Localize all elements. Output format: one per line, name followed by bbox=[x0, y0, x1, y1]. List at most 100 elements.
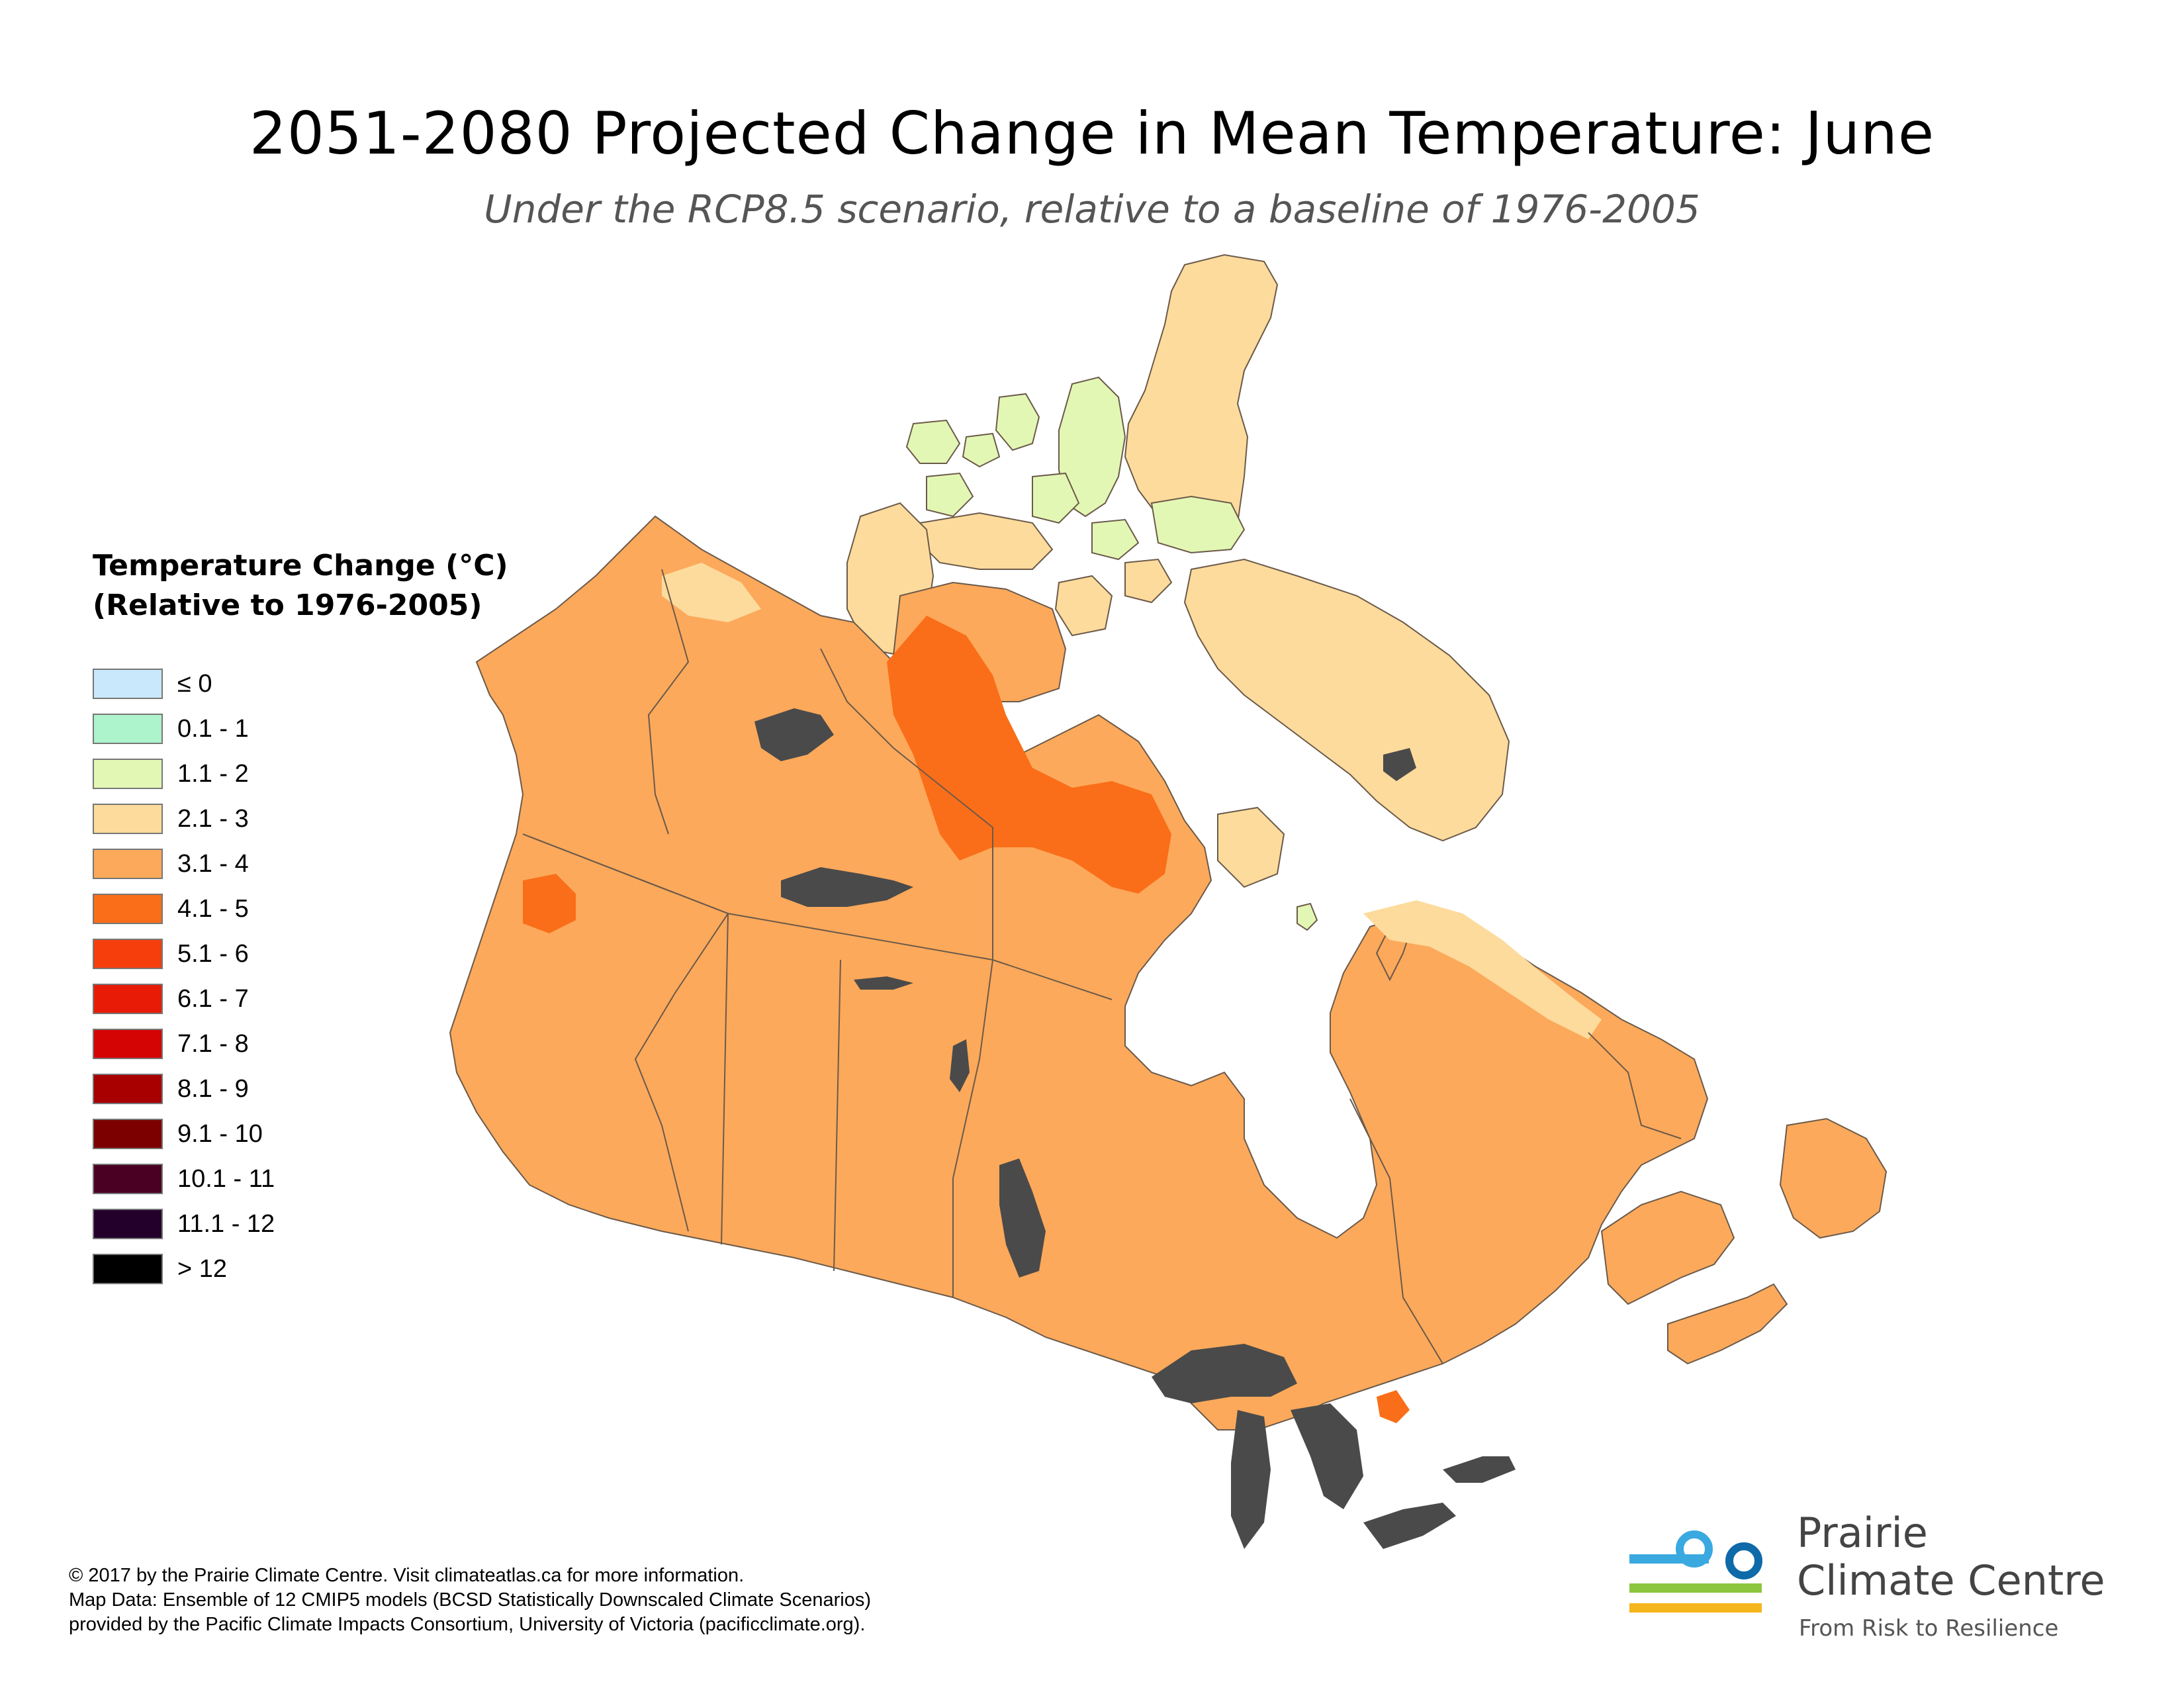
nova-scotia bbox=[1667, 1283, 1788, 1365]
legend-swatch bbox=[93, 1029, 163, 1059]
bathurst-island bbox=[1032, 472, 1080, 524]
warm-zones bbox=[523, 616, 1410, 1423]
prince-patrick-island bbox=[926, 472, 974, 518]
legend-title-line1: Temperature Change (°C) bbox=[93, 549, 508, 583]
cool-coast bbox=[662, 563, 1602, 1039]
southampton-island bbox=[1217, 806, 1285, 888]
lake-winnipeg bbox=[999, 1158, 1046, 1278]
credits: © 2017 by the Prairie Climate Centre. Vi… bbox=[69, 1564, 871, 1637]
legend-label: 10.1 - 11 bbox=[177, 1164, 275, 1193]
lake-michigan bbox=[1231, 1410, 1271, 1549]
legend-swatch bbox=[93, 984, 163, 1014]
mainland bbox=[449, 515, 1888, 1430]
legend-label: ≤ 0 bbox=[177, 669, 212, 698]
logo-navy-ring bbox=[1725, 1542, 1762, 1579]
legend-swatch bbox=[93, 1119, 163, 1149]
credits-line1: © 2017 by the Prairie Climate Centre. Vi… bbox=[69, 1565, 745, 1586]
logo-tagline: From Risk to Resilience bbox=[1799, 1615, 2059, 1642]
arctic-islands bbox=[846, 254, 1510, 931]
quebec-labrador-border bbox=[1588, 1032, 1682, 1139]
legend-label: 8.1 - 9 bbox=[177, 1074, 249, 1103]
great-bear-lake bbox=[754, 708, 834, 761]
maritimes bbox=[1600, 1190, 1735, 1305]
legend-swatch bbox=[93, 759, 163, 789]
legend-item: > 12 bbox=[93, 1246, 556, 1291]
legend-item: 4.1 - 5 bbox=[93, 886, 556, 931]
legend-swatch bbox=[93, 894, 163, 924]
sask-manitoba-border bbox=[833, 959, 841, 1272]
alberta-sask-border bbox=[721, 913, 729, 1245]
prairie-climate-centre-logo: Prairie Climate Centre From Risk to Resi… bbox=[1628, 1509, 2131, 1662]
legend-item: 11.1 - 12 bbox=[93, 1201, 556, 1246]
map-subtitle: Under the RCP8.5 scenario, relative to a… bbox=[484, 187, 1700, 232]
lakes bbox=[754, 708, 1516, 1549]
cool-zone-labrador bbox=[1363, 900, 1602, 1039]
legend-item: 0.1 - 1 bbox=[93, 706, 556, 751]
logo-name-line2: Climate Centre bbox=[1797, 1556, 2105, 1605]
melville-west-island bbox=[905, 419, 961, 464]
logo-mark-icon bbox=[1629, 1530, 1762, 1613]
legend-label: > 12 bbox=[177, 1254, 228, 1283]
legend-swatch bbox=[93, 1209, 163, 1239]
prince-of-wales-island bbox=[1054, 575, 1113, 637]
baffin-island bbox=[1183, 558, 1510, 842]
ontario-quebec-border bbox=[1349, 1098, 1443, 1364]
legend-item: 7.1 - 8 bbox=[93, 1021, 556, 1066]
meighen-island bbox=[962, 432, 1001, 468]
legend-label: 7.1 - 8 bbox=[177, 1029, 249, 1058]
yukon-nwt-border bbox=[647, 569, 690, 835]
newfoundland bbox=[1779, 1117, 1888, 1239]
map-title: 2051-2080 Projected Change in Mean Tempe… bbox=[249, 99, 1935, 167]
legend-item: 6.1 - 7 bbox=[93, 976, 556, 1021]
legend-label: 9.1 - 10 bbox=[177, 1119, 263, 1148]
lake-athabasca bbox=[854, 976, 913, 990]
legend-items: ≤ 0 0.1 - 1 1.1 - 2 2.1 - 3 3.1 - 4 4.1 - 5 5.… bbox=[93, 661, 556, 1291]
sixty-parallel bbox=[522, 833, 1113, 1000]
nwt-nunavut-border bbox=[820, 648, 993, 960]
legend: Temperature Change (°C) (Relative to 197… bbox=[93, 546, 556, 1291]
cornwallis-island bbox=[1091, 518, 1140, 561]
lake-ontario bbox=[1443, 1456, 1516, 1483]
logo-blue-ring bbox=[1676, 1530, 1713, 1568]
legend-label: 3.1 - 4 bbox=[177, 849, 249, 878]
somerset-island bbox=[1124, 558, 1173, 604]
warm-zone-arctic bbox=[887, 616, 1171, 894]
legend-item: 5.1 - 6 bbox=[93, 931, 556, 976]
belcher-islands bbox=[1297, 902, 1318, 931]
logo-green-bar bbox=[1629, 1583, 1762, 1593]
baffin-lake bbox=[1383, 748, 1416, 781]
legend-swatch bbox=[93, 1074, 163, 1104]
warm-zone-bc bbox=[523, 874, 576, 933]
cool-zone-beaufort bbox=[662, 563, 761, 622]
legend-item: 1.1 - 2 bbox=[93, 751, 556, 796]
warm-zone-ontario bbox=[1377, 1390, 1410, 1423]
ellef-ringnes-island bbox=[995, 393, 1040, 451]
logo-name-line1: Prairie bbox=[1797, 1509, 1928, 1557]
lake-superior bbox=[1152, 1344, 1297, 1403]
legend-label: 6.1 - 7 bbox=[177, 984, 249, 1013]
legend-swatch bbox=[93, 669, 163, 699]
legend-label: 2.1 - 3 bbox=[177, 804, 249, 833]
logo-name: Prairie Climate Centre bbox=[1797, 1509, 2105, 1605]
axel-heiberg-island bbox=[1058, 376, 1126, 518]
legend-item: 2.1 - 3 bbox=[93, 796, 556, 841]
legend-label: 5.1 - 6 bbox=[177, 939, 249, 968]
legend-swatch bbox=[93, 849, 163, 879]
legend-label: 4.1 - 5 bbox=[177, 894, 249, 923]
great-slave-lake bbox=[781, 867, 913, 907]
legend-swatch bbox=[93, 714, 163, 744]
legend-swatch bbox=[93, 1254, 163, 1284]
lake-huron bbox=[1291, 1403, 1363, 1509]
lake-erie bbox=[1363, 1503, 1456, 1549]
legend-item: 3.1 - 4 bbox=[93, 841, 556, 886]
legend-item: 8.1 - 9 bbox=[93, 1066, 556, 1111]
logo-yellow-bar bbox=[1629, 1603, 1762, 1613]
reindeer-lake bbox=[950, 1039, 970, 1092]
legend-title-line2: (Relative to 1976-2005) bbox=[93, 588, 482, 622]
legend-swatch bbox=[93, 804, 163, 834]
legend-label: 11.1 - 12 bbox=[177, 1209, 275, 1238]
legend-swatch bbox=[93, 939, 163, 969]
legend-item: ≤ 0 bbox=[93, 661, 556, 706]
credits-line3: provided by the Pacific Climate Impacts … bbox=[69, 1614, 866, 1635]
